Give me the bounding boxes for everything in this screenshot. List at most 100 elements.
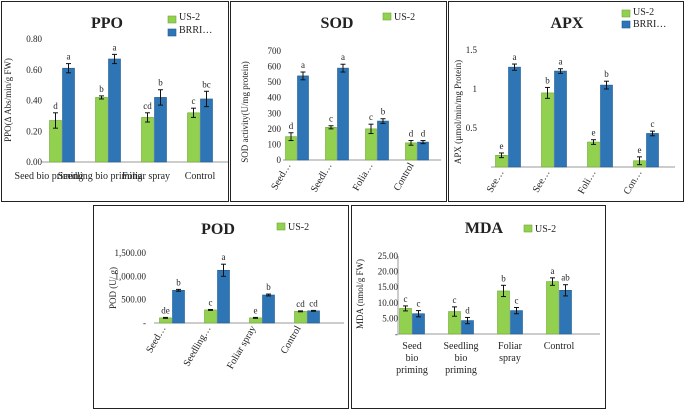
pod-errorbar-0-1 xyxy=(208,308,213,311)
apx-sig-letter-0-3: e xyxy=(638,145,642,155)
mda-bar-us2-2 xyxy=(497,290,510,335)
sod-xtick-0: Seed… xyxy=(269,161,293,192)
apx-sig-letter-1-1: a xyxy=(559,57,563,67)
pod-ytick-1: 500.00 xyxy=(121,295,146,305)
ppo-chart: PPO US-2 BRRI… 0.00 0.20 0.40 0.60 0.80 PPO(Δ Ab… xyxy=(3,12,228,182)
sod-sig-letter-1-1: a xyxy=(341,52,345,62)
sod-ytick-7: 700 xyxy=(268,46,282,56)
mda-ytick-5: 25.00 xyxy=(378,251,399,261)
apx-errorbar-1-3 xyxy=(650,130,655,137)
mda-xtick-1-line-0: Seedling xyxy=(444,341,479,352)
sod-sig-letter-0-0: d xyxy=(289,121,294,131)
sod-ytick-4: 400 xyxy=(268,93,282,103)
pod-sig-letter-1-1: a xyxy=(222,252,226,262)
sod-bar-brri-3 xyxy=(417,141,429,161)
pod-sig-letter-1-2: b xyxy=(266,282,271,292)
apx-ytick-1: 0.5 xyxy=(466,123,478,133)
ppo-bar-brri-0 xyxy=(62,67,75,163)
pod-errorbar-1-3 xyxy=(311,309,316,312)
ppo-bar-us2-3 xyxy=(187,112,200,163)
pod-errorbar-0-2 xyxy=(253,316,258,319)
ppo-xtick-2: Foliar spray xyxy=(122,171,170,182)
ppo-bar-brri-3 xyxy=(200,98,213,163)
mda-ytick-1: 5.00 xyxy=(382,313,398,323)
apx-errorbar-0-3 xyxy=(637,156,642,166)
sod-title: SOD xyxy=(321,15,354,32)
apx-bar-brri-2 xyxy=(600,84,613,168)
ppo-bar-brri-1 xyxy=(108,58,121,163)
pod-ytick-2: 1,000.00 xyxy=(115,271,147,281)
pod-bar-brri-3 xyxy=(307,310,320,324)
pod-sig-letter-0-0: de xyxy=(161,305,170,315)
pod-ytick-3: 1,500.00 xyxy=(115,248,147,258)
apx-xtick-0: See… xyxy=(485,168,507,195)
sod-sig-letter-1-3: d xyxy=(421,129,426,139)
sod-ytick-5: 500 xyxy=(268,77,282,87)
mda-sig-letter-1-1: d xyxy=(465,305,470,315)
apx-legend-swatch-0 xyxy=(621,9,631,18)
sod-errorbar-1-1 xyxy=(340,63,346,73)
pod-legend-swatch-0 xyxy=(276,222,286,231)
sod-xtick-1: Seedl… xyxy=(309,161,335,194)
sod-errorbar-1-3 xyxy=(420,140,426,145)
mda-chart-panel: MDA US-2 - 5.00 10.00 15.00 20.00 25.00 MDA (nmo… xyxy=(351,205,606,409)
mda-title: MDA xyxy=(465,220,504,237)
ppo-sig-letter-0-1: b xyxy=(99,84,104,94)
sod-xtick-2: Folia… xyxy=(351,161,376,193)
pod-sig-letter-0-1: c xyxy=(209,297,213,307)
apx-errorbar-0-1 xyxy=(545,86,550,99)
ppo-xtick-0: Seed bio priming xyxy=(15,171,84,182)
sod-errorbar-0-2 xyxy=(368,123,374,135)
mda-sig-letter-1-0: c xyxy=(417,299,421,309)
pod-xtick-1: Seedling… xyxy=(182,324,214,368)
ppo-ytick-0: 0.00 xyxy=(26,157,42,167)
apx-sig-letter-0-0: e xyxy=(500,141,504,151)
ppo-errorbar-0-0 xyxy=(53,112,58,129)
apx-xtick-1: See… xyxy=(531,168,553,195)
pod-bar-brri-1 xyxy=(217,269,230,324)
mda-errorbar-1-2 xyxy=(514,306,519,315)
mda-bar-us2-0 xyxy=(399,308,412,335)
ppo-errorbar-1-1 xyxy=(112,53,117,65)
mda-xtick-1-line-1: bio xyxy=(455,353,468,364)
apx-errorbar-1-0 xyxy=(512,63,517,71)
pod-errorbar-1-1 xyxy=(221,263,226,277)
mda-sig-letter-0-1: c xyxy=(453,295,457,305)
pod-chart-panel: POD US-2 - 500.00 1,000.00 1,500.00 POD (U/ g)… xyxy=(93,205,349,409)
sod-errorbar-1-2 xyxy=(380,118,386,124)
mda-legend-label-0: US-2 xyxy=(535,224,556,235)
ppo-ytick-1: 0.20 xyxy=(26,126,42,136)
mda-errorbar-1-0 xyxy=(416,310,421,318)
apx-bar-brri-1 xyxy=(554,70,567,168)
apx-bar-us2-2 xyxy=(587,141,600,168)
apx-title: APX xyxy=(551,15,584,32)
sod-ytick-6: 600 xyxy=(268,62,282,72)
mda-xtick-0-line-1: bio xyxy=(406,353,419,364)
ppo-ytick-4: 0.80 xyxy=(26,34,42,44)
mda-errorbar-1-1 xyxy=(465,316,470,325)
sod-sig-letter-0-1: c xyxy=(329,114,333,124)
sod-bar-us2-1 xyxy=(325,127,337,161)
ppo-bar-brri-2 xyxy=(154,97,167,163)
apx-sig-letter-1-0: a xyxy=(513,52,517,62)
ppo-sig-letter-1-1: a xyxy=(113,42,117,52)
ppo-sig-letter-1-2: b xyxy=(158,78,163,88)
mda-ytick-2: 10.00 xyxy=(378,298,399,308)
sod-ytick-0: 0 xyxy=(277,155,282,165)
sod-bar-brri-2 xyxy=(377,120,389,161)
pod-chart: POD US-2 - 500.00 1,000.00 1,500.00 POD (U/ g)… xyxy=(108,221,344,371)
sod-xtick-3: Control xyxy=(392,161,417,193)
ppo-ytick-2: 0.40 xyxy=(26,96,42,106)
apx-sig-letter-0-1: b xyxy=(545,75,550,85)
mda-sig-letter-0-2: b xyxy=(501,273,506,283)
mda-legend-swatch-0 xyxy=(523,224,533,233)
ppo-errorbar-0-2 xyxy=(145,112,150,123)
apx-ytick-2: 1 xyxy=(473,84,478,94)
mda-chart: MDA US-2 - 5.00 10.00 15.00 20.00 25.00 MDA (nmo… xyxy=(355,220,600,376)
mda-xtick-2-line-1: spray xyxy=(499,353,521,364)
mda-bar-us2-3 xyxy=(546,281,559,335)
apx-xtick-3: Con… xyxy=(622,168,645,197)
mda-sig-letter-1-3: ab xyxy=(561,273,570,283)
sod-ytick-2: 200 xyxy=(268,124,282,134)
mda-ytick-3: 15.00 xyxy=(378,282,399,292)
